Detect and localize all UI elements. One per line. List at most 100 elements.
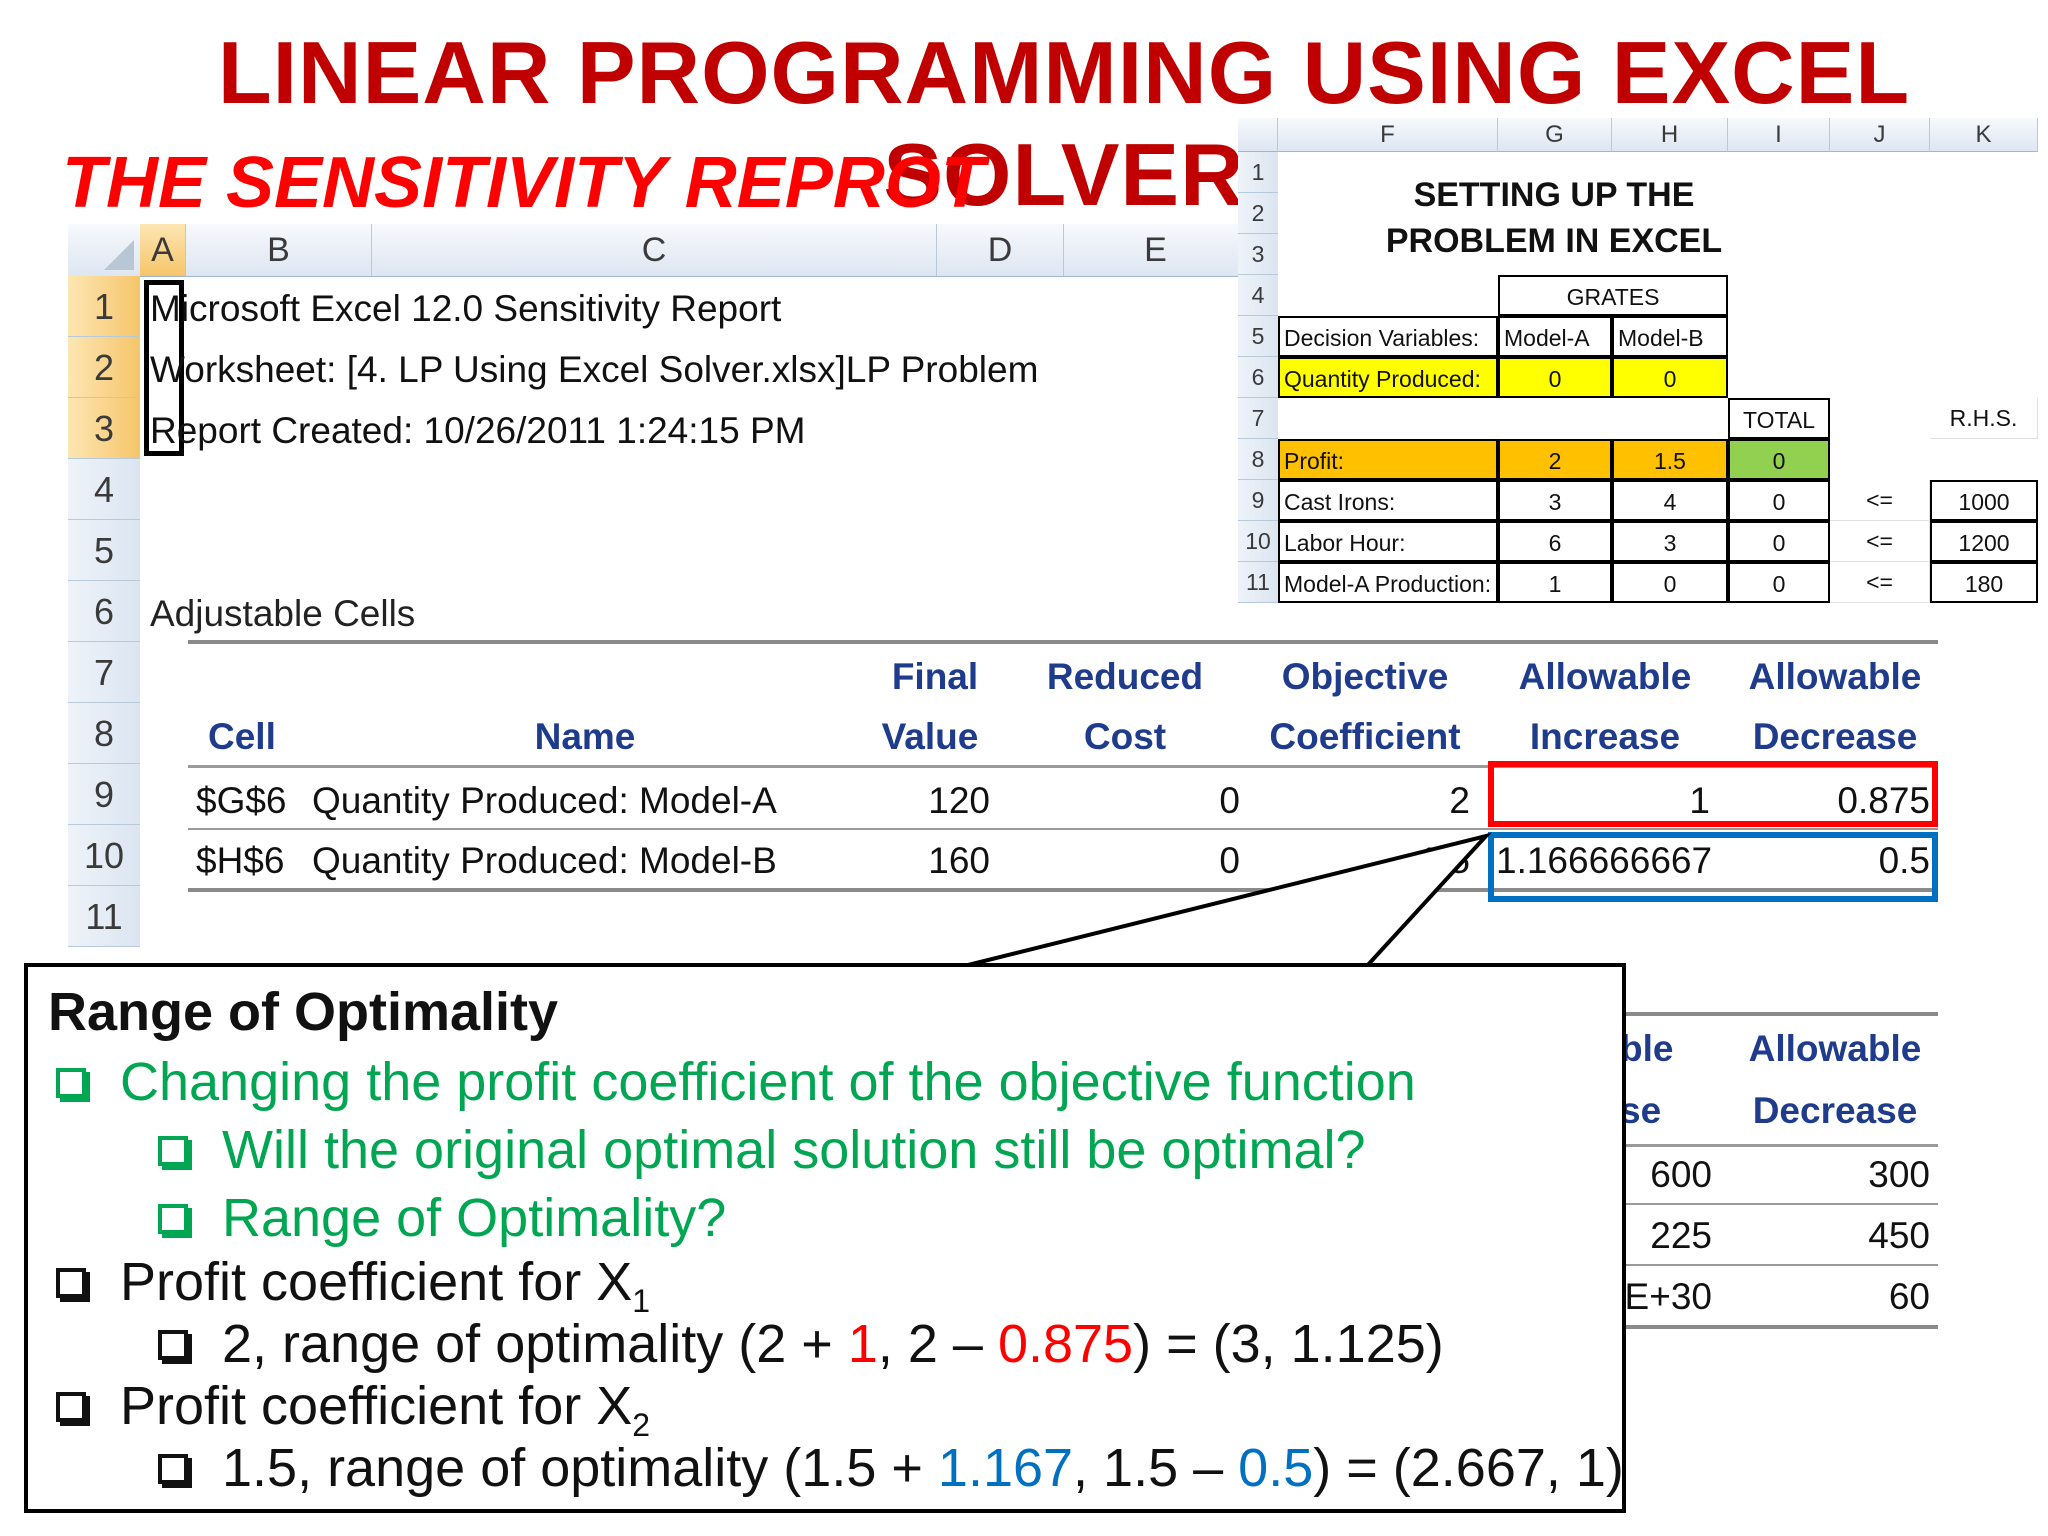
setup-row-5[interactable]: 5	[1238, 316, 1278, 357]
column-header-c[interactable]: C	[372, 224, 937, 276]
header-increase: Increase	[1529, 716, 1681, 757]
hidden-header-rule	[1620, 1144, 1938, 1147]
column-header-row: A B C D E	[68, 224, 1248, 277]
profit-label: Profit:	[1278, 439, 1498, 480]
row2-final-value: 160	[928, 840, 990, 881]
row-header-7[interactable]: 7	[68, 642, 140, 703]
setup-row-8[interactable]: 8	[1238, 439, 1278, 480]
header-decrease: Decrease	[1752, 716, 1918, 757]
bullet-profit-x1: Profit coefficient for X1	[56, 1251, 650, 1320]
profit-model-a-cell[interactable]: 2	[1498, 439, 1612, 480]
row1-reduced-cost: 0	[1219, 780, 1240, 821]
cast-irons-rhs[interactable]: 1000	[1930, 480, 2038, 521]
checkbox-bullet-icon	[56, 1392, 86, 1422]
labor-hour-b[interactable]: 3	[1612, 521, 1728, 562]
bullet-x1-range: 2, range of optimality (2 + 1, 2 – 0.875…	[158, 1313, 1444, 1375]
bullet-range-question: Range of Optimality?	[158, 1187, 726, 1249]
setup-row-10[interactable]: 10	[1238, 521, 1278, 562]
row-header-2[interactable]: 2	[68, 337, 140, 398]
row2-cell-ref: $H$6	[196, 840, 285, 881]
model-a-production-b[interactable]: 0	[1612, 562, 1728, 603]
column-header-d[interactable]: D	[937, 224, 1064, 276]
setup-col-j[interactable]: J	[1830, 118, 1930, 152]
setup-row-9[interactable]: 9	[1238, 480, 1278, 521]
setup-col-i[interactable]: I	[1728, 118, 1830, 152]
quantity-model-a-cell[interactable]: 0	[1498, 357, 1612, 398]
setup-col-g[interactable]: G	[1498, 118, 1612, 152]
row-header-3[interactable]: 3	[68, 398, 140, 459]
cast-irons-total[interactable]: 0	[1728, 480, 1830, 521]
header-coefficient: Coefficient	[1269, 716, 1461, 757]
column-header-e[interactable]: E	[1064, 224, 1248, 276]
header-objective: Objective	[1281, 656, 1449, 697]
setup-corner[interactable]	[1238, 118, 1278, 152]
setup-row-7[interactable]: 7	[1238, 398, 1278, 439]
quantity-model-b-cell[interactable]: 0	[1612, 357, 1728, 398]
setup-row-4[interactable]: 4	[1238, 275, 1278, 316]
row-header-8[interactable]: 8	[68, 703, 140, 764]
row-header-10[interactable]: 10	[68, 825, 140, 886]
header-allowable-dec: Allowable	[1748, 656, 1922, 697]
checkbox-bullet-icon	[158, 1330, 188, 1360]
model-a-header: Model-A	[1498, 316, 1612, 357]
select-all-corner[interactable]	[68, 224, 141, 276]
labor-hour-rhs[interactable]: 1200	[1930, 521, 2038, 562]
page-subtitle: THE SENSITIVITY REPROT	[62, 143, 985, 223]
setup-row-3[interactable]: 3	[1238, 234, 1278, 275]
row-header-11[interactable]: 11	[68, 886, 140, 947]
bullet-x2-range: 1.5, range of optimality (1.5 + 1.167, 1…	[158, 1437, 1624, 1499]
hidden-header-allowable-dec: Allowable	[1748, 1028, 1922, 1069]
row2-allowable-decrease: 0.5	[1878, 840, 1930, 881]
hidden-row-sep-2	[1620, 1264, 1938, 1266]
header-cost: Cost	[1083, 716, 1167, 757]
header-cell: Cell	[208, 716, 276, 757]
callout-pointer	[959, 832, 1492, 970]
hidden-row3-increase: E+30	[1624, 1276, 1712, 1317]
setup-row-2[interactable]: 2	[1238, 193, 1278, 234]
report-title-text: Microsoft Excel 12.0 Sensitivity Report	[150, 288, 782, 329]
row2-reduced-cost: 0	[1219, 840, 1240, 881]
cast-irons-op: <=	[1830, 480, 1930, 521]
column-header-a[interactable]: A	[140, 224, 186, 276]
hidden-row1-decrease: 300	[1868, 1154, 1930, 1195]
decision-variables-label: Decision Variables:	[1278, 316, 1498, 357]
labor-hour-a[interactable]: 6	[1498, 521, 1612, 562]
model-a-production-rhs[interactable]: 180	[1930, 562, 2038, 603]
header-allowable-inc: Allowable	[1518, 656, 1692, 697]
cell-selection-box[interactable]	[144, 280, 184, 456]
setup-row-6[interactable]: 6	[1238, 357, 1278, 398]
setup-col-h[interactable]: H	[1612, 118, 1728, 152]
setup-row-1[interactable]: 1	[1238, 152, 1278, 193]
profit-model-b-cell[interactable]: 1.5	[1612, 439, 1728, 480]
row-header-5[interactable]: 5	[68, 520, 140, 581]
labor-hour-label: Labor Hour:	[1278, 521, 1498, 562]
hidden-row3-decrease: 60	[1888, 1276, 1930, 1317]
labor-hour-total[interactable]: 0	[1728, 521, 1830, 562]
setup-col-f[interactable]: F	[1278, 118, 1498, 152]
cast-irons-b[interactable]: 4	[1612, 480, 1728, 521]
column-header-b[interactable]: B	[186, 224, 372, 276]
row-header-6[interactable]: 6	[68, 581, 140, 642]
row-header-1[interactable]: 1	[68, 276, 140, 337]
hidden-header-increase: se	[1620, 1090, 1662, 1131]
row-separator	[188, 828, 1938, 830]
model-a-production-total[interactable]: 0	[1728, 562, 1830, 603]
row1-allowable-increase: 1	[1689, 780, 1710, 821]
row1-objective-coef: 2	[1449, 780, 1470, 821]
row1-name: Quantity Produced: Model-A	[312, 780, 777, 821]
model-a-production-a[interactable]: 1	[1498, 562, 1612, 603]
problem-setup-sheet: F G H I J K 1 2 3 4 5 6 7 8 9 10 11 SETT…	[1238, 118, 2038, 618]
model-a-production-op: <=	[1830, 562, 1930, 603]
setup-row-11[interactable]: 11	[1238, 562, 1278, 603]
row-header-4[interactable]: 4	[68, 459, 140, 520]
cast-irons-a[interactable]: 3	[1498, 480, 1612, 521]
table-bottom-rule	[188, 888, 1938, 892]
hidden-row2-decrease: 450	[1868, 1215, 1930, 1256]
report-created-text: Report Created: 10/26/2011 1:24:15 PM	[150, 410, 806, 451]
setup-col-k[interactable]: K	[1930, 118, 2038, 152]
setup-heading-line2: PROBLEM IN EXCEL	[1385, 222, 1723, 260]
row-header-9[interactable]: 9	[68, 764, 140, 825]
header-bottom-rule	[188, 765, 1938, 768]
header-name: Name	[534, 716, 636, 757]
profit-total-cell[interactable]: 0	[1728, 439, 1830, 480]
